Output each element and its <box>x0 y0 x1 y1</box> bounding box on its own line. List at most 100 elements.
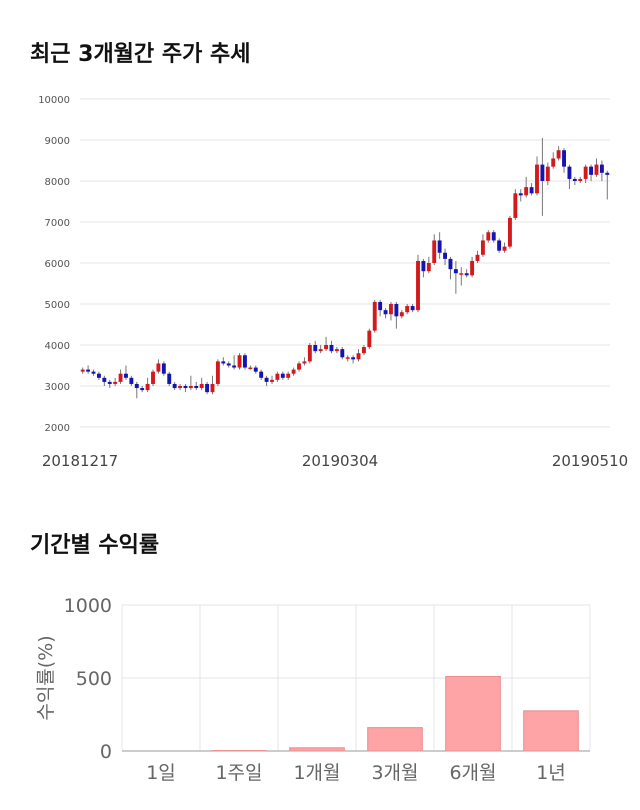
candle <box>151 369 155 386</box>
candle <box>540 137 545 216</box>
candle <box>605 170 610 200</box>
candle-body <box>361 347 366 354</box>
candle <box>270 375 274 384</box>
candle <box>545 162 550 186</box>
candle-body <box>259 371 264 378</box>
x-date-label: 20181217 <box>42 452 118 470</box>
candle <box>453 260 458 294</box>
candle <box>518 189 523 202</box>
candle <box>480 234 485 257</box>
candle-body <box>545 166 550 181</box>
candle <box>367 328 372 350</box>
candle-body <box>237 355 242 368</box>
candle <box>145 377 150 393</box>
candle-body <box>134 383 139 389</box>
candle <box>248 365 253 370</box>
candle <box>562 148 566 173</box>
candle <box>243 353 247 370</box>
candle-body <box>491 232 496 241</box>
candle-body <box>459 273 464 275</box>
candle-body <box>172 383 177 389</box>
candle-body <box>443 252 447 259</box>
candle-body <box>194 386 199 389</box>
candle-body <box>524 187 529 196</box>
candle-body <box>448 258 453 270</box>
candle-body <box>205 383 210 393</box>
candle <box>205 381 210 395</box>
y-tick-label: 1000 <box>64 595 112 617</box>
candle <box>167 371 172 386</box>
candle <box>508 215 512 249</box>
candle <box>529 183 534 196</box>
candle-body <box>540 164 545 181</box>
candle <box>459 267 464 286</box>
candle <box>118 369 123 384</box>
candle-body <box>599 164 604 173</box>
y-tick-label: 10000 <box>38 95 70 106</box>
candle <box>275 371 280 382</box>
candle-body <box>183 386 188 389</box>
candle-body <box>399 312 404 317</box>
candle-body <box>351 357 356 360</box>
candle-body <box>486 232 491 241</box>
candle <box>394 301 399 329</box>
candle-body <box>118 373 123 382</box>
y-tick-label: 7000 <box>45 218 70 229</box>
candle <box>378 299 383 317</box>
candle <box>443 248 447 266</box>
candle-body <box>518 193 523 196</box>
candle-body <box>497 240 502 251</box>
candle-body <box>567 166 572 179</box>
y-axis-label: 수익률(%) <box>35 635 57 720</box>
candle-body <box>416 260 420 311</box>
candle-body <box>572 178 577 181</box>
candle-body <box>91 371 96 374</box>
candle-body <box>378 301 383 311</box>
candle-body <box>556 150 561 159</box>
candle-body <box>307 345 312 362</box>
candle <box>340 347 345 360</box>
y-tick-label: 500 <box>76 668 112 690</box>
candle <box>134 381 139 399</box>
candle-body <box>421 260 426 272</box>
candle-body <box>367 330 372 348</box>
candle-body <box>107 381 112 384</box>
candle-body <box>221 361 226 364</box>
candle-body <box>394 304 399 317</box>
candle <box>594 158 599 177</box>
candle-body <box>605 172 610 175</box>
candle-body <box>313 345 318 352</box>
candle-body <box>226 363 231 366</box>
candle-body <box>324 345 329 350</box>
candle <box>313 340 318 354</box>
candle <box>161 361 166 376</box>
candle <box>86 365 91 374</box>
candle <box>345 355 350 362</box>
candle-body <box>318 349 323 352</box>
x-category-label: 1년 <box>536 762 566 784</box>
candle-body <box>470 260 475 276</box>
candle-body <box>270 379 274 382</box>
candle-body <box>167 373 172 384</box>
candle <box>589 164 594 181</box>
y-tick-label: 2000 <box>45 423 70 434</box>
candle <box>113 377 118 386</box>
candle-body <box>161 363 166 374</box>
candle-body <box>129 377 134 384</box>
candle-body <box>513 193 518 218</box>
y-tick-label: 6000 <box>45 259 70 270</box>
return-bar-chart: 1000 500 0 수익률(%) 1일 1주일 1개월 3개월 6개월 1년 <box>35 595 591 784</box>
candle <box>583 164 588 184</box>
candle <box>107 379 112 389</box>
candle-body <box>210 383 215 393</box>
candle-body <box>432 240 437 263</box>
candle <box>259 369 264 380</box>
x-date-label: 20190510 <box>552 452 628 470</box>
y-tick-label: 5000 <box>45 300 70 311</box>
candle-body <box>286 373 291 378</box>
candle <box>556 146 561 161</box>
candle-body <box>232 365 237 368</box>
candle-body <box>145 383 150 391</box>
candle-body <box>356 353 361 360</box>
bar <box>445 676 501 752</box>
